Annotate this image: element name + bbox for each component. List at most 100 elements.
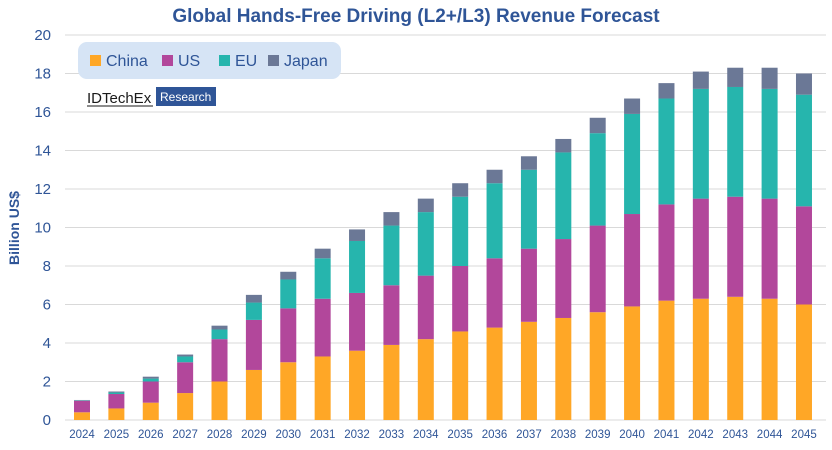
x-tick-label: 2036 (482, 429, 508, 441)
legend-label-china: China (106, 53, 148, 70)
x-tick-label: 2041 (654, 429, 680, 441)
y-tick-label: 4 (43, 335, 51, 352)
x-tick-label: 2028 (207, 429, 233, 441)
bar-segment-china-2038 (555, 317, 572, 420)
y-tick-label: 0 (43, 412, 51, 429)
x-tick-label: 2039 (585, 429, 611, 441)
bar-segment-eu-2041 (658, 98, 675, 205)
bar-segment-eu-2025 (108, 392, 125, 395)
bar-segment-japan-2026 (142, 376, 159, 379)
y-tick-label: 10 (34, 220, 51, 237)
bar-segment-china-2043 (727, 296, 744, 420)
y-tick-label: 20 (34, 27, 51, 44)
bar-segment-us-2043 (727, 196, 744, 297)
bar-segment-us-2038 (555, 239, 572, 318)
x-tick-label: 2032 (344, 429, 370, 441)
y-tick-label: 16 (34, 104, 51, 121)
y-tick-label: 18 (34, 66, 51, 83)
x-tick-label: 2035 (447, 429, 473, 441)
x-tick-label: 2042 (688, 429, 714, 441)
bar-segment-eu-2026 (142, 378, 159, 382)
x-tick-label: 2043 (722, 429, 748, 441)
bar-segment-us-2037 (520, 248, 537, 322)
bar-segment-us-2036 (486, 258, 503, 328)
bar-segment-japan-2039 (589, 117, 606, 134)
legend-label-eu: EU (235, 53, 257, 70)
bar-segment-eu-2042 (692, 88, 709, 199)
bar-segment-us-2034 (417, 275, 434, 340)
y-axis-label: Billion US$ (6, 191, 22, 265)
bar-segment-china-2045 (795, 304, 812, 420)
bar-segment-china-2026 (142, 402, 159, 420)
bar-segment-eu-2045 (795, 94, 812, 207)
bar-segment-japan-2034 (417, 198, 434, 213)
bar-segment-us-2029 (245, 319, 262, 370)
y-tick-label: 2 (43, 374, 51, 391)
legend-swatch-japan (268, 55, 279, 66)
x-tick-label: 2024 (69, 429, 95, 441)
x-tick-label: 2025 (104, 429, 130, 441)
bar-segment-china-2027 (177, 393, 194, 420)
bar-segment-eu-2034 (417, 212, 434, 276)
bar-segment-us-2039 (589, 225, 606, 313)
x-tick-label: 2031 (310, 429, 336, 441)
bar-segment-china-2034 (417, 339, 434, 420)
bar-segment-china-2031 (314, 356, 331, 420)
bar-segment-japan-2028 (211, 325, 228, 330)
bar-segment-china-2044 (761, 298, 778, 420)
y-axis-ticks: 0 2 4 6 8 10 12 14 16 18 20 (34, 27, 51, 429)
bar-segment-eu-2037 (520, 169, 537, 249)
chart-title: Global Hands-Free Driving (L2+/L3) Reven… (172, 6, 660, 27)
bar-segment-china-2039 (589, 312, 606, 420)
bar-segment-japan-2035 (452, 183, 469, 197)
bar-segment-us-2026 (142, 381, 159, 403)
bar-segment-us-2031 (314, 298, 331, 357)
bar-segment-china-2033 (383, 344, 400, 420)
legend-label-us: US (178, 53, 200, 70)
bar-segment-china-2032 (349, 350, 366, 420)
bar-segment-eu-2028 (211, 329, 228, 340)
x-tick-label: 2044 (757, 429, 783, 441)
x-tick-label: 2037 (516, 429, 542, 441)
brand-name: IDTechEx (87, 90, 152, 107)
bar-segment-eu-2029 (245, 302, 262, 320)
bar-segment-japan-2041 (658, 83, 675, 99)
bars (74, 67, 812, 420)
legend: China US EU Japan (78, 42, 341, 79)
bar-segment-japan-2030 (280, 271, 297, 280)
bar-segment-china-2029 (245, 369, 262, 420)
bar-segment-china-2035 (452, 331, 469, 420)
x-tick-label: 2029 (241, 429, 267, 441)
bar-segment-japan-2031 (314, 248, 331, 259)
bar-segment-china-2028 (211, 381, 228, 420)
bar-segment-japan-2037 (520, 156, 537, 170)
bar-segment-china-2025 (108, 408, 125, 420)
bar-segment-japan-2045 (795, 73, 812, 95)
bar-segment-eu-2039 (589, 133, 606, 226)
bar-segment-japan-2036 (486, 169, 503, 184)
x-tick-label: 2045 (791, 429, 817, 441)
bar-segment-eu-2030 (280, 279, 297, 309)
legend-swatch-china (90, 55, 101, 66)
bar-segment-eu-2043 (727, 86, 744, 197)
bar-segment-us-2042 (692, 198, 709, 299)
bar-segment-us-2040 (624, 214, 641, 307)
y-tick-label: 14 (34, 143, 51, 160)
x-axis-ticks: 2024 2025 2026 2027 2028 2029 2030 2031 2032 2033… (69, 429, 817, 441)
y-tick-label: 12 (34, 181, 51, 198)
bar-segment-eu-2027 (177, 356, 194, 363)
bar-segment-us-2030 (280, 308, 297, 363)
y-tick-label: 8 (43, 258, 51, 275)
bar-segment-china-2040 (624, 306, 641, 420)
bar-segment-eu-2031 (314, 258, 331, 299)
x-tick-label: 2034 (413, 429, 439, 441)
bar-segment-eu-2038 (555, 152, 572, 240)
idtechex-research-logo: IDTechEx Research (87, 87, 216, 107)
x-tick-label: 2040 (619, 429, 645, 441)
x-tick-label: 2038 (551, 429, 577, 441)
x-tick-label: 2030 (275, 429, 301, 441)
bar-segment-japan-2040 (624, 98, 641, 114)
bar-segment-eu-2044 (761, 88, 778, 199)
bar-segment-china-2041 (658, 300, 675, 420)
bar-segment-us-2028 (211, 339, 228, 382)
